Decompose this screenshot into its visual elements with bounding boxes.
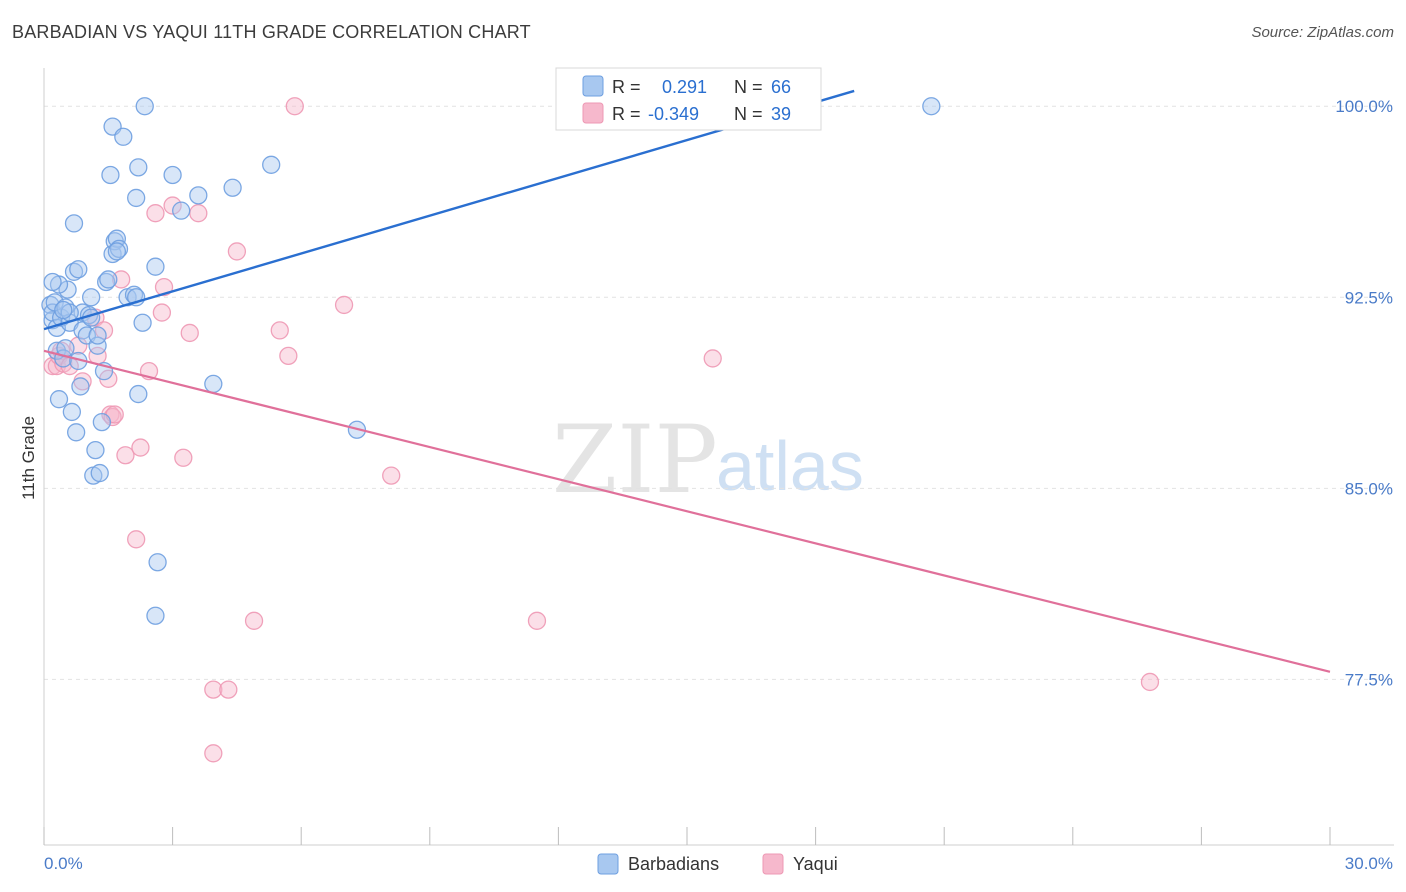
y-tick-label: 77.5% bbox=[1345, 670, 1393, 689]
trend-lines bbox=[43, 89, 1331, 673]
barbadians-point bbox=[148, 553, 167, 572]
barbadians-point bbox=[82, 288, 101, 307]
yaqui-point bbox=[270, 321, 289, 340]
y-tick-label: 100.0% bbox=[1335, 97, 1393, 116]
stats-n-value-yaqui: 39 bbox=[771, 104, 791, 124]
yaqui-point bbox=[285, 97, 304, 116]
gridlines bbox=[44, 105, 1394, 680]
yaqui-point bbox=[1140, 672, 1160, 692]
yaqui-point bbox=[174, 448, 193, 467]
legend-swatch-barbadians bbox=[597, 853, 619, 875]
x-tick-label: 30.0% bbox=[1345, 854, 1393, 873]
yaqui-point bbox=[382, 466, 401, 485]
legend: Barbadians Yaqui bbox=[597, 853, 838, 875]
yaqui-point bbox=[131, 438, 150, 457]
barbadians-point bbox=[49, 390, 69, 409]
x-axis-tick-labels: 0.0% 30.0% bbox=[44, 854, 1393, 873]
yaqui-point bbox=[163, 196, 182, 215]
yaqui-point bbox=[112, 270, 131, 289]
axes bbox=[43, 68, 1394, 846]
yaqui-point bbox=[103, 407, 122, 427]
barbadians-point bbox=[88, 326, 107, 345]
barbadians-point bbox=[127, 188, 146, 208]
barbadians-point bbox=[114, 127, 133, 146]
chart-title: BARBADIAN VS YAQUI 11TH GRADE CORRELATIO… bbox=[12, 22, 531, 42]
barbadians-point bbox=[922, 97, 941, 116]
barbadians-point bbox=[101, 165, 120, 185]
stats-r-label-yaqui: R = bbox=[612, 104, 641, 124]
barbadians-point bbox=[58, 280, 77, 299]
yaqui-point bbox=[116, 446, 135, 465]
y-tick-label: 92.5% bbox=[1345, 288, 1393, 307]
y-tick-label: 85.0% bbox=[1345, 479, 1393, 498]
stats-swatch-yaqui bbox=[582, 102, 604, 124]
barbadians-point bbox=[109, 239, 129, 259]
barbadians-point bbox=[92, 412, 112, 432]
barbadians-point bbox=[189, 186, 208, 205]
yaqui-point bbox=[219, 680, 238, 699]
yaqui-point bbox=[227, 242, 247, 261]
stats-box: R = 0.291 N = 66 R = -0.349 N = 39 bbox=[555, 67, 822, 131]
source-credit: Source: ZipAtlas.com bbox=[1251, 24, 1394, 41]
y-axis-tick-labels: 100.0% 92.5% 85.0% 77.5% bbox=[1335, 97, 1393, 689]
watermark-zip: ZIP bbox=[552, 406, 718, 515]
barbadians-point bbox=[54, 300, 73, 320]
barbadians-point bbox=[146, 257, 165, 276]
yaqui-point bbox=[189, 204, 208, 223]
legend-label-barbadians: Barbadians bbox=[628, 854, 719, 874]
yaqui-point bbox=[703, 349, 722, 368]
barbadians-points bbox=[41, 97, 941, 625]
barbadians-point bbox=[163, 165, 182, 185]
yaqui-point bbox=[204, 680, 223, 699]
barbadians-trend-line bbox=[43, 89, 855, 331]
barbadians-point bbox=[146, 606, 165, 625]
barbadians-point bbox=[86, 440, 105, 460]
barbadians-point bbox=[223, 178, 242, 197]
barbadians-point bbox=[62, 402, 82, 422]
barbadians-point bbox=[97, 272, 116, 292]
barbadians-point bbox=[129, 158, 148, 177]
stats-r-label-barbadians: R = bbox=[612, 77, 641, 97]
yaqui-point bbox=[334, 295, 354, 315]
yaqui-trend-line bbox=[43, 349, 1331, 673]
yaqui-point bbox=[180, 323, 199, 343]
stats-swatch-barbadians bbox=[582, 75, 604, 97]
yaqui-point bbox=[127, 530, 146, 549]
stats-r-value-yaqui: -0.349 bbox=[648, 104, 699, 124]
legend-swatch-yaqui bbox=[762, 853, 784, 875]
yaqui-point bbox=[146, 204, 165, 223]
barbadians-point bbox=[71, 377, 90, 396]
stats-r-value-barbadians: 0.291 bbox=[662, 77, 707, 97]
stats-n-value-barbadians: 66 bbox=[771, 77, 791, 97]
x-axis-ticks bbox=[43, 827, 1331, 845]
barbadians-point bbox=[88, 336, 107, 355]
barbadians-point bbox=[172, 201, 191, 220]
stats-n-label-barbadians: N = bbox=[734, 77, 763, 97]
barbadians-point bbox=[204, 374, 223, 394]
legend-label-yaqui: Yaqui bbox=[793, 854, 838, 874]
watermark: ZIP atlas bbox=[552, 406, 864, 515]
barbadians-point bbox=[133, 313, 152, 332]
yaqui-point bbox=[204, 744, 223, 763]
yaqui-point bbox=[244, 611, 264, 630]
stats-n-label-yaqui: N = bbox=[734, 104, 763, 124]
barbadians-point bbox=[64, 214, 84, 233]
barbadians-point bbox=[107, 242, 127, 261]
barbadians-point bbox=[135, 97, 154, 116]
barbadians-point bbox=[129, 384, 148, 404]
yaqui-point bbox=[527, 611, 547, 630]
y-axis-label: 11th Grade bbox=[19, 416, 38, 500]
barbadians-point bbox=[99, 270, 118, 289]
barbadians-point bbox=[262, 155, 281, 174]
yaqui-point bbox=[279, 346, 298, 366]
yaqui-point bbox=[152, 303, 172, 322]
barbadians-point bbox=[43, 272, 62, 292]
barbadians-point bbox=[90, 463, 109, 483]
barbadians-point bbox=[67, 423, 86, 442]
barbadians-point bbox=[69, 260, 88, 279]
watermark-atlas: atlas bbox=[716, 427, 864, 505]
x-tick-label: 0.0% bbox=[44, 854, 83, 873]
